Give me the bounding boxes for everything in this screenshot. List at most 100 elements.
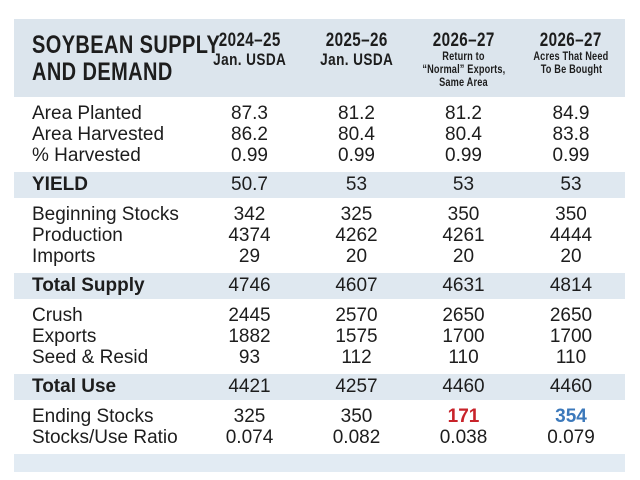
- row-label: Crush: [32, 305, 83, 326]
- cell-value: 0.079: [547, 427, 595, 448]
- column-year: 2026–27: [540, 30, 602, 51]
- table-footer-strip: [14, 454, 625, 472]
- cell-value: 0.074: [225, 427, 274, 448]
- column-subtitle-line2: “Normal” Exports,: [421, 64, 505, 76]
- cell-value: 29: [238, 246, 261, 267]
- cell-value: 20: [345, 246, 368, 267]
- cell-value: 4607: [335, 275, 378, 296]
- table-row-total-use: Total Use 4421 4257 4460 4460: [14, 374, 625, 400]
- cell-value: 20: [452, 246, 475, 267]
- table-row-exports: Exports 1882 1575 1700 1700: [14, 326, 625, 347]
- cell-value: 4631: [442, 275, 485, 296]
- row-label: Area Harvested: [32, 124, 165, 145]
- cell-value: 1882: [228, 326, 271, 347]
- cell-value: 2445: [228, 305, 271, 326]
- cell-value-highlight-blue: 354: [555, 406, 587, 427]
- cell-value: 2570: [335, 305, 378, 326]
- cell-value: 4444: [549, 225, 593, 246]
- cell-value: 350: [340, 406, 373, 427]
- row-label: Seed & Resid: [32, 347, 149, 368]
- cell-value: 93: [238, 347, 261, 368]
- cell-value: 110: [448, 347, 479, 368]
- table-row-imports: Imports 29 20 20 20: [14, 246, 625, 267]
- row-label: Exports: [32, 326, 97, 347]
- cell-value: 4460: [442, 376, 485, 397]
- cell-value: 0.99: [552, 145, 590, 166]
- cell-value: 1575: [335, 326, 378, 347]
- section-yield: YIELD 50.7 53 53 53: [14, 172, 625, 198]
- table-row-seed-resid: Seed & Resid 93 112 110 110: [14, 347, 625, 368]
- cell-value: 0.99: [231, 145, 268, 166]
- table-row-crush: Crush 2445 2570 2650 2650: [14, 305, 625, 326]
- cell-value: 4421: [228, 376, 271, 397]
- cell-value: 80.4: [445, 124, 482, 145]
- cell-value: 4746: [228, 275, 271, 296]
- column-header-2024-25: 2024–25 Jan. USDA: [196, 19, 303, 69]
- table-title: SOYBEAN SUPPLY AND DEMAND: [14, 19, 221, 86]
- column-subtitle-line2: To Be Bought: [540, 64, 602, 76]
- cell-value: 112: [341, 347, 372, 368]
- cell-value: 4374: [228, 225, 271, 246]
- row-label: Imports: [32, 246, 96, 267]
- section-total-use: Total Use 4421 4257 4460 4460: [14, 374, 625, 400]
- cell-value: 4460: [549, 376, 593, 397]
- cell-value: 350: [447, 204, 480, 225]
- row-label: Ending Stocks: [32, 406, 154, 427]
- table-title-line1: SOYBEAN SUPPLY: [32, 31, 221, 59]
- column-year: 2026–27: [432, 30, 495, 51]
- column-header-2025-26: 2025–26 Jan. USDA: [303, 19, 410, 69]
- row-label: Production: [32, 225, 123, 246]
- section-ending-stocks: Ending Stocks 325 350 171 354 Stocks/Use…: [14, 403, 625, 451]
- column-header-2026-27-normal-exports: 2026–27 Return to “Normal” Exports, Same…: [410, 19, 517, 90]
- cell-value: 4257: [335, 376, 378, 397]
- column-subtitle-line3: Same Area: [439, 77, 488, 89]
- table-row-area-harvested: Area Harvested 86.2 80.4 80.4 83.8: [14, 124, 625, 145]
- table-row-pct-harvested: % Harvested 0.99 0.99 0.99 0.99: [14, 145, 625, 166]
- cell-value: 4262: [335, 225, 378, 246]
- column-year: 2025–26: [325, 30, 388, 51]
- cell-value: 20: [560, 246, 582, 267]
- cell-value: 87.3: [231, 103, 268, 124]
- cell-value: 53: [452, 174, 475, 195]
- cell-value: 2650: [549, 305, 593, 326]
- cell-value: 1700: [549, 326, 593, 347]
- column-header-2026-27-acres-bought: 2026–27 Acres That Need To Be Bought: [517, 19, 625, 77]
- cell-value: 1700: [442, 326, 485, 347]
- section-use: Crush 2445 2570 2650 2650 Exports 1882 1…: [14, 302, 625, 371]
- cell-value: 4261: [442, 225, 485, 246]
- row-label: Total Use: [32, 376, 117, 397]
- row-label: Beginning Stocks: [32, 204, 179, 225]
- cell-value: 325: [233, 406, 266, 427]
- cell-value: 0.99: [338, 145, 375, 166]
- row-label: Total Supply: [32, 275, 145, 296]
- section-total-supply: Total Supply 4746 4607 4631 4814: [14, 273, 625, 299]
- cell-value-highlight-red: 171: [447, 406, 480, 427]
- row-label: YIELD: [32, 174, 88, 195]
- table-header: SOYBEAN SUPPLY AND DEMAND 2024–25 Jan. U…: [14, 19, 625, 97]
- cell-value: 325: [340, 204, 373, 225]
- row-label: % Harvested: [32, 145, 141, 166]
- column-subtitle: Jan. USDA: [212, 50, 287, 69]
- cell-value: 53: [560, 174, 582, 195]
- section-area: Area Planted 87.3 81.2 81.2 84.9 Area Ha…: [14, 100, 625, 169]
- table-row-yield: YIELD 50.7 53 53 53: [14, 172, 625, 198]
- cell-value: 80.4: [338, 124, 375, 145]
- cell-value: 81.2: [445, 103, 482, 124]
- section-supply: Beginning Stocks 342 325 350 350 Product…: [14, 201, 625, 270]
- soybean-supply-demand-table: SOYBEAN SUPPLY AND DEMAND 2024–25 Jan. U…: [14, 19, 625, 472]
- cell-value: 53: [345, 174, 368, 195]
- column-year: 2024–25: [218, 30, 281, 51]
- cell-value: 0.082: [332, 427, 381, 448]
- cell-value: 86.2: [231, 124, 268, 145]
- cell-value: 2650: [442, 305, 485, 326]
- column-subtitle-line1: Acres That Need: [533, 51, 609, 63]
- cell-value: 84.9: [552, 103, 590, 124]
- cell-value: 50.7: [231, 174, 268, 195]
- table-row-beginning-stocks: Beginning Stocks 342 325 350 350: [14, 204, 625, 225]
- table-row-stocks-use-ratio: Stocks/Use Ratio 0.074 0.082 0.038 0.079: [14, 427, 625, 448]
- column-subtitle: Jan. USDA: [319, 50, 394, 69]
- cell-value: 0.99: [445, 145, 482, 166]
- cell-value: 4814: [549, 275, 593, 296]
- cell-value: 0.038: [439, 427, 488, 448]
- cell-value: 81.2: [338, 103, 375, 124]
